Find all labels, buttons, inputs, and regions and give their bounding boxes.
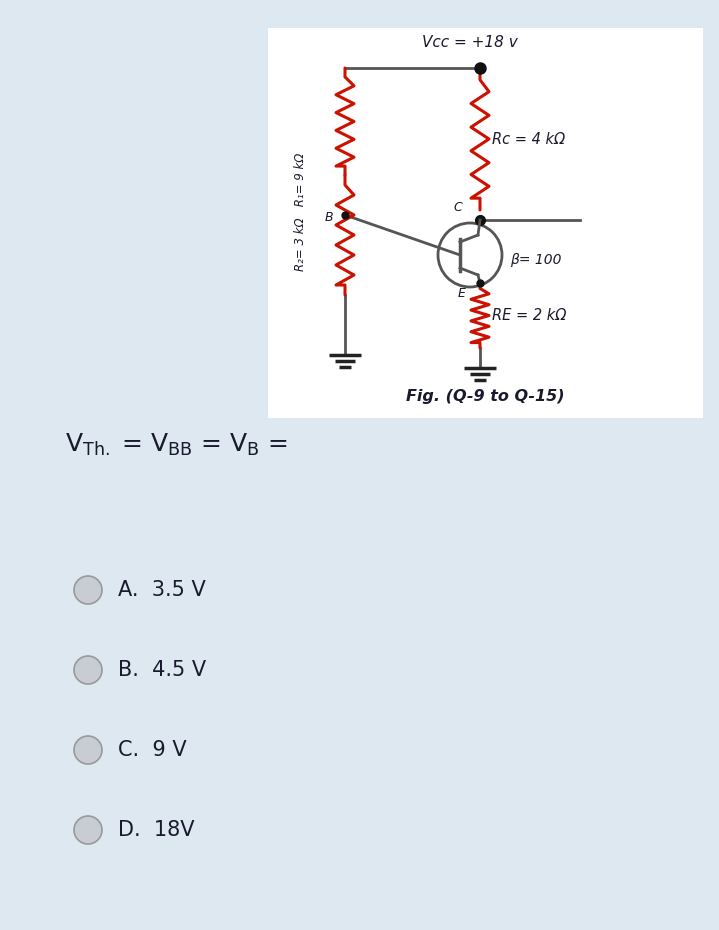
Text: C.  9 V: C. 9 V — [118, 740, 187, 760]
Text: D.  18V: D. 18V — [118, 820, 195, 840]
Text: R₂= 3 kΩ   R₁= 9 kΩ: R₂= 3 kΩ R₁= 9 kΩ — [293, 153, 306, 271]
Text: $\mathdefault{V}$$_{\mathdefault{Th.}}$ = $\mathdefault{V}$$_{\mathdefault{BB}}$: $\mathdefault{V}$$_{\mathdefault{Th.}}$ … — [65, 432, 288, 458]
Text: β= 100: β= 100 — [510, 253, 562, 267]
Text: Vcc = +18 v: Vcc = +18 v — [422, 35, 518, 50]
Text: Fig. (Q-9 to Q-15): Fig. (Q-9 to Q-15) — [406, 389, 565, 404]
Text: C: C — [453, 201, 462, 214]
Text: RE = 2 kΩ: RE = 2 kΩ — [492, 308, 567, 323]
FancyBboxPatch shape — [268, 28, 703, 418]
Text: E: E — [458, 287, 466, 300]
Circle shape — [74, 576, 102, 604]
Circle shape — [74, 816, 102, 844]
Text: Rc = 4 kΩ: Rc = 4 kΩ — [492, 131, 565, 147]
Text: B: B — [324, 210, 333, 223]
Text: B.  4.5 V: B. 4.5 V — [118, 660, 206, 680]
Circle shape — [74, 656, 102, 684]
Circle shape — [74, 736, 102, 764]
Text: A.  3.5 V: A. 3.5 V — [118, 580, 206, 600]
